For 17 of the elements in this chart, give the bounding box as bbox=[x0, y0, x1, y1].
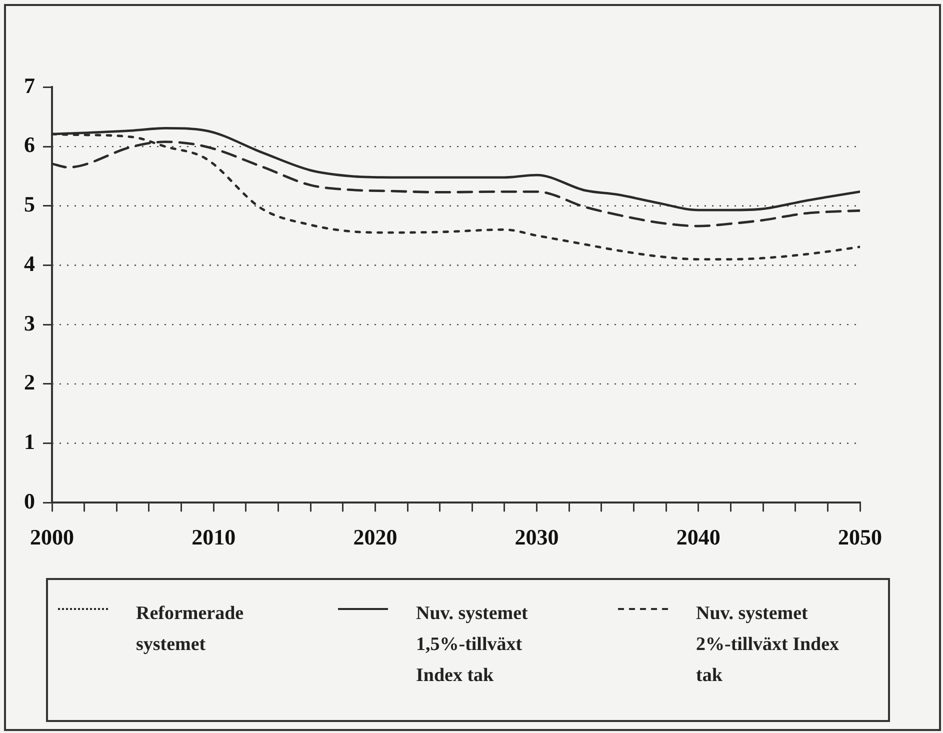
y-tick-label: 3 bbox=[24, 310, 35, 336]
y-tick-label: 7 bbox=[24, 72, 35, 98]
x-tick-label: 2020 bbox=[353, 524, 398, 550]
x-tick-label: 2050 bbox=[838, 524, 882, 550]
legend-label: Reformerade systemet bbox=[136, 602, 245, 657]
y-tick-label: 4 bbox=[24, 250, 35, 276]
x-tick-label: 2030 bbox=[514, 524, 559, 550]
y-tick-label: 1 bbox=[24, 428, 35, 454]
y-tick-label: 5 bbox=[24, 192, 35, 217]
y-tick-label: 0 bbox=[24, 488, 35, 514]
y-tick-label: 6 bbox=[24, 132, 35, 158]
x-tick-label: 2010 bbox=[192, 524, 236, 550]
legend-label: Nuv. systemet 2%-tillväxt Index tak bbox=[696, 602, 840, 688]
legend-label: Nuv. systemet 1,5%-tillväxt Index tak bbox=[416, 602, 529, 688]
x-tick-label: 2000 bbox=[30, 524, 74, 550]
x-tick-label: 2040 bbox=[676, 524, 720, 550]
y-tick-label: 2 bbox=[24, 370, 35, 395]
